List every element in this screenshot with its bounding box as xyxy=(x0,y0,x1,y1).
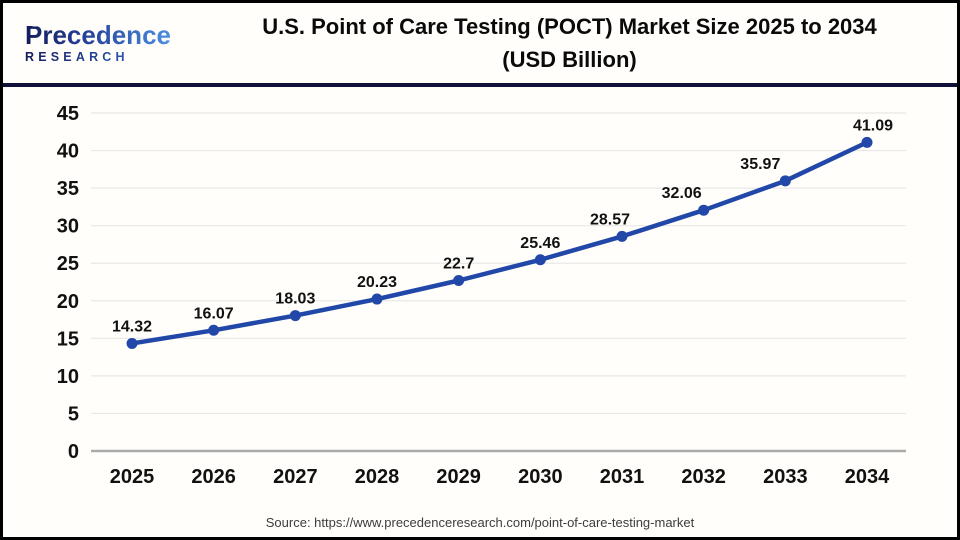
data-label: 20.23 xyxy=(357,274,397,291)
chart-area: 0 5 10 15 20 25 30 35 40 45 14.32 2025 16.07 2026 18.0… xyxy=(3,87,957,511)
source-text: Source: https://www.precedenceresearch.c… xyxy=(265,515,695,530)
x-tick-label: 2033 xyxy=(763,466,808,488)
y-tick-label: 35 xyxy=(57,178,79,200)
x-tick-label: 2026 xyxy=(191,466,236,488)
data-label: 28.57 xyxy=(590,211,630,228)
x-tick-label: 2029 xyxy=(436,466,481,488)
y-tick-label: 15 xyxy=(57,328,79,350)
y-tick-label: 5 xyxy=(68,403,79,425)
data-label: 22.7 xyxy=(443,255,474,272)
data-label: 16.07 xyxy=(194,305,234,322)
x-tick-label: 2031 xyxy=(600,466,645,488)
x-tick-label: 2025 xyxy=(110,466,155,488)
data-point xyxy=(616,230,628,242)
y-tick-label: 30 xyxy=(57,216,79,238)
y-tick-label: 25 xyxy=(57,253,79,275)
x-tick-label: 2030 xyxy=(518,466,563,488)
data-label: 25.46 xyxy=(520,235,560,252)
data-point xyxy=(779,175,791,187)
data-point xyxy=(371,293,383,305)
x-tick-label: 2027 xyxy=(273,466,318,488)
y-tick-label: 10 xyxy=(57,366,79,388)
data-point xyxy=(126,337,138,349)
y-tick-label: 40 xyxy=(57,141,79,163)
y-tick-label: 20 xyxy=(57,291,79,313)
precedence-research-logo: Precedence RESEARCH xyxy=(25,17,200,64)
data-point xyxy=(289,310,301,322)
data-label: 35.97 xyxy=(740,156,780,173)
title-line-1: U.S. Point of Care Testing (POCT) Market… xyxy=(262,14,877,39)
data-point xyxy=(208,324,220,336)
page-title: U.S. Point of Care Testing (POCT) Market… xyxy=(200,10,957,76)
y-tick-label: 0 xyxy=(68,441,79,463)
data-label: 18.03 xyxy=(275,291,315,308)
data-label: 32.06 xyxy=(662,185,702,202)
series-line xyxy=(129,140,870,346)
data-point xyxy=(534,254,546,266)
data-point xyxy=(453,274,465,286)
x-tick-label: 2034 xyxy=(845,466,890,488)
y-tick-label: 45 xyxy=(57,103,79,125)
data-point xyxy=(698,204,710,216)
x-tick-label: 2028 xyxy=(355,466,400,488)
market-size-line-chart: 05101520253035404514.32202516.07202618.0… xyxy=(57,103,906,488)
data-point xyxy=(861,136,873,148)
logo-wordmark: Precedence xyxy=(25,20,171,51)
data-label: 14.32 xyxy=(112,318,152,335)
data-label: 41.09 xyxy=(853,117,893,134)
x-tick-label: 2032 xyxy=(681,466,726,488)
logo-subtitle: RESEARCH xyxy=(25,51,200,64)
header: Precedence RESEARCH U.S. Point of Care T… xyxy=(3,3,957,87)
title-line-2: (USD Billion) xyxy=(502,47,637,72)
